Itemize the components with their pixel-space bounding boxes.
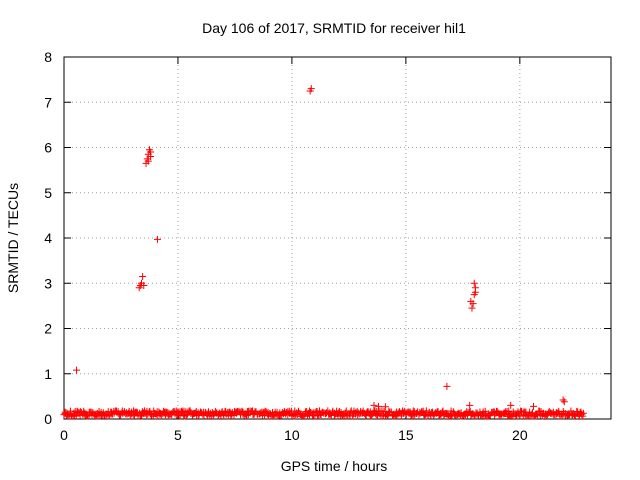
- baseline-point: [469, 410, 477, 418]
- data-point: [507, 401, 515, 409]
- x-tick-label: 10: [284, 427, 300, 443]
- data-point: [471, 288, 479, 296]
- y-tick-label: 0: [44, 411, 52, 427]
- data-point: [469, 300, 477, 308]
- data-point: [139, 272, 147, 280]
- baseline-point: [284, 411, 292, 419]
- x-axis-label: GPS time / hours: [281, 458, 388, 474]
- y-tick-label: 5: [44, 185, 52, 201]
- y-tick-label: 4: [44, 230, 52, 246]
- data-point: [470, 279, 478, 287]
- data-point: [560, 398, 568, 406]
- data-point: [307, 85, 315, 93]
- axis-ticks: 0 1 2 3 4 5 6 7 8 0 5 10 15 20: [44, 49, 611, 443]
- grid-lines: [64, 57, 611, 419]
- data-point: [443, 382, 451, 390]
- data-point: [147, 148, 155, 156]
- data-point: [468, 304, 476, 312]
- data-point: [153, 235, 161, 243]
- data-point: [375, 402, 383, 410]
- baseline-point: [72, 412, 80, 420]
- baseline-point: [579, 412, 587, 420]
- baseline-point: [182, 411, 190, 419]
- y-tick-label: 8: [44, 49, 52, 65]
- data-point: [559, 396, 567, 404]
- data-point: [370, 401, 378, 409]
- data-point: [144, 157, 152, 165]
- data-point: [381, 403, 389, 411]
- y-tick-label: 7: [44, 94, 52, 110]
- y-tick-label: 2: [44, 321, 52, 337]
- x-tick-label: 5: [174, 427, 182, 443]
- baseline-point: [335, 407, 343, 415]
- data-point: [140, 282, 148, 290]
- baseline-point: [420, 412, 428, 420]
- data-points: [60, 85, 587, 420]
- y-tick-label: 3: [44, 275, 52, 291]
- x-tick-label: 0: [60, 427, 68, 443]
- chart-title: Day 106 of 2017, SRMTID for receiver hil…: [202, 20, 466, 36]
- data-point: [530, 402, 538, 410]
- baseline-point: [505, 407, 513, 415]
- baseline-point: [579, 409, 587, 417]
- y-tick-label: 6: [44, 140, 52, 156]
- x-tick-label: 20: [512, 427, 528, 443]
- data-point: [73, 366, 81, 374]
- baseline-point: [500, 409, 508, 417]
- y-tick-label: 1: [44, 366, 52, 382]
- y-axis-label: SRMTID / TECUs: [5, 183, 21, 293]
- baseline-point: [422, 407, 430, 415]
- x-tick-label: 15: [398, 427, 414, 443]
- data-point: [466, 401, 474, 409]
- baseline-point: [211, 407, 219, 415]
